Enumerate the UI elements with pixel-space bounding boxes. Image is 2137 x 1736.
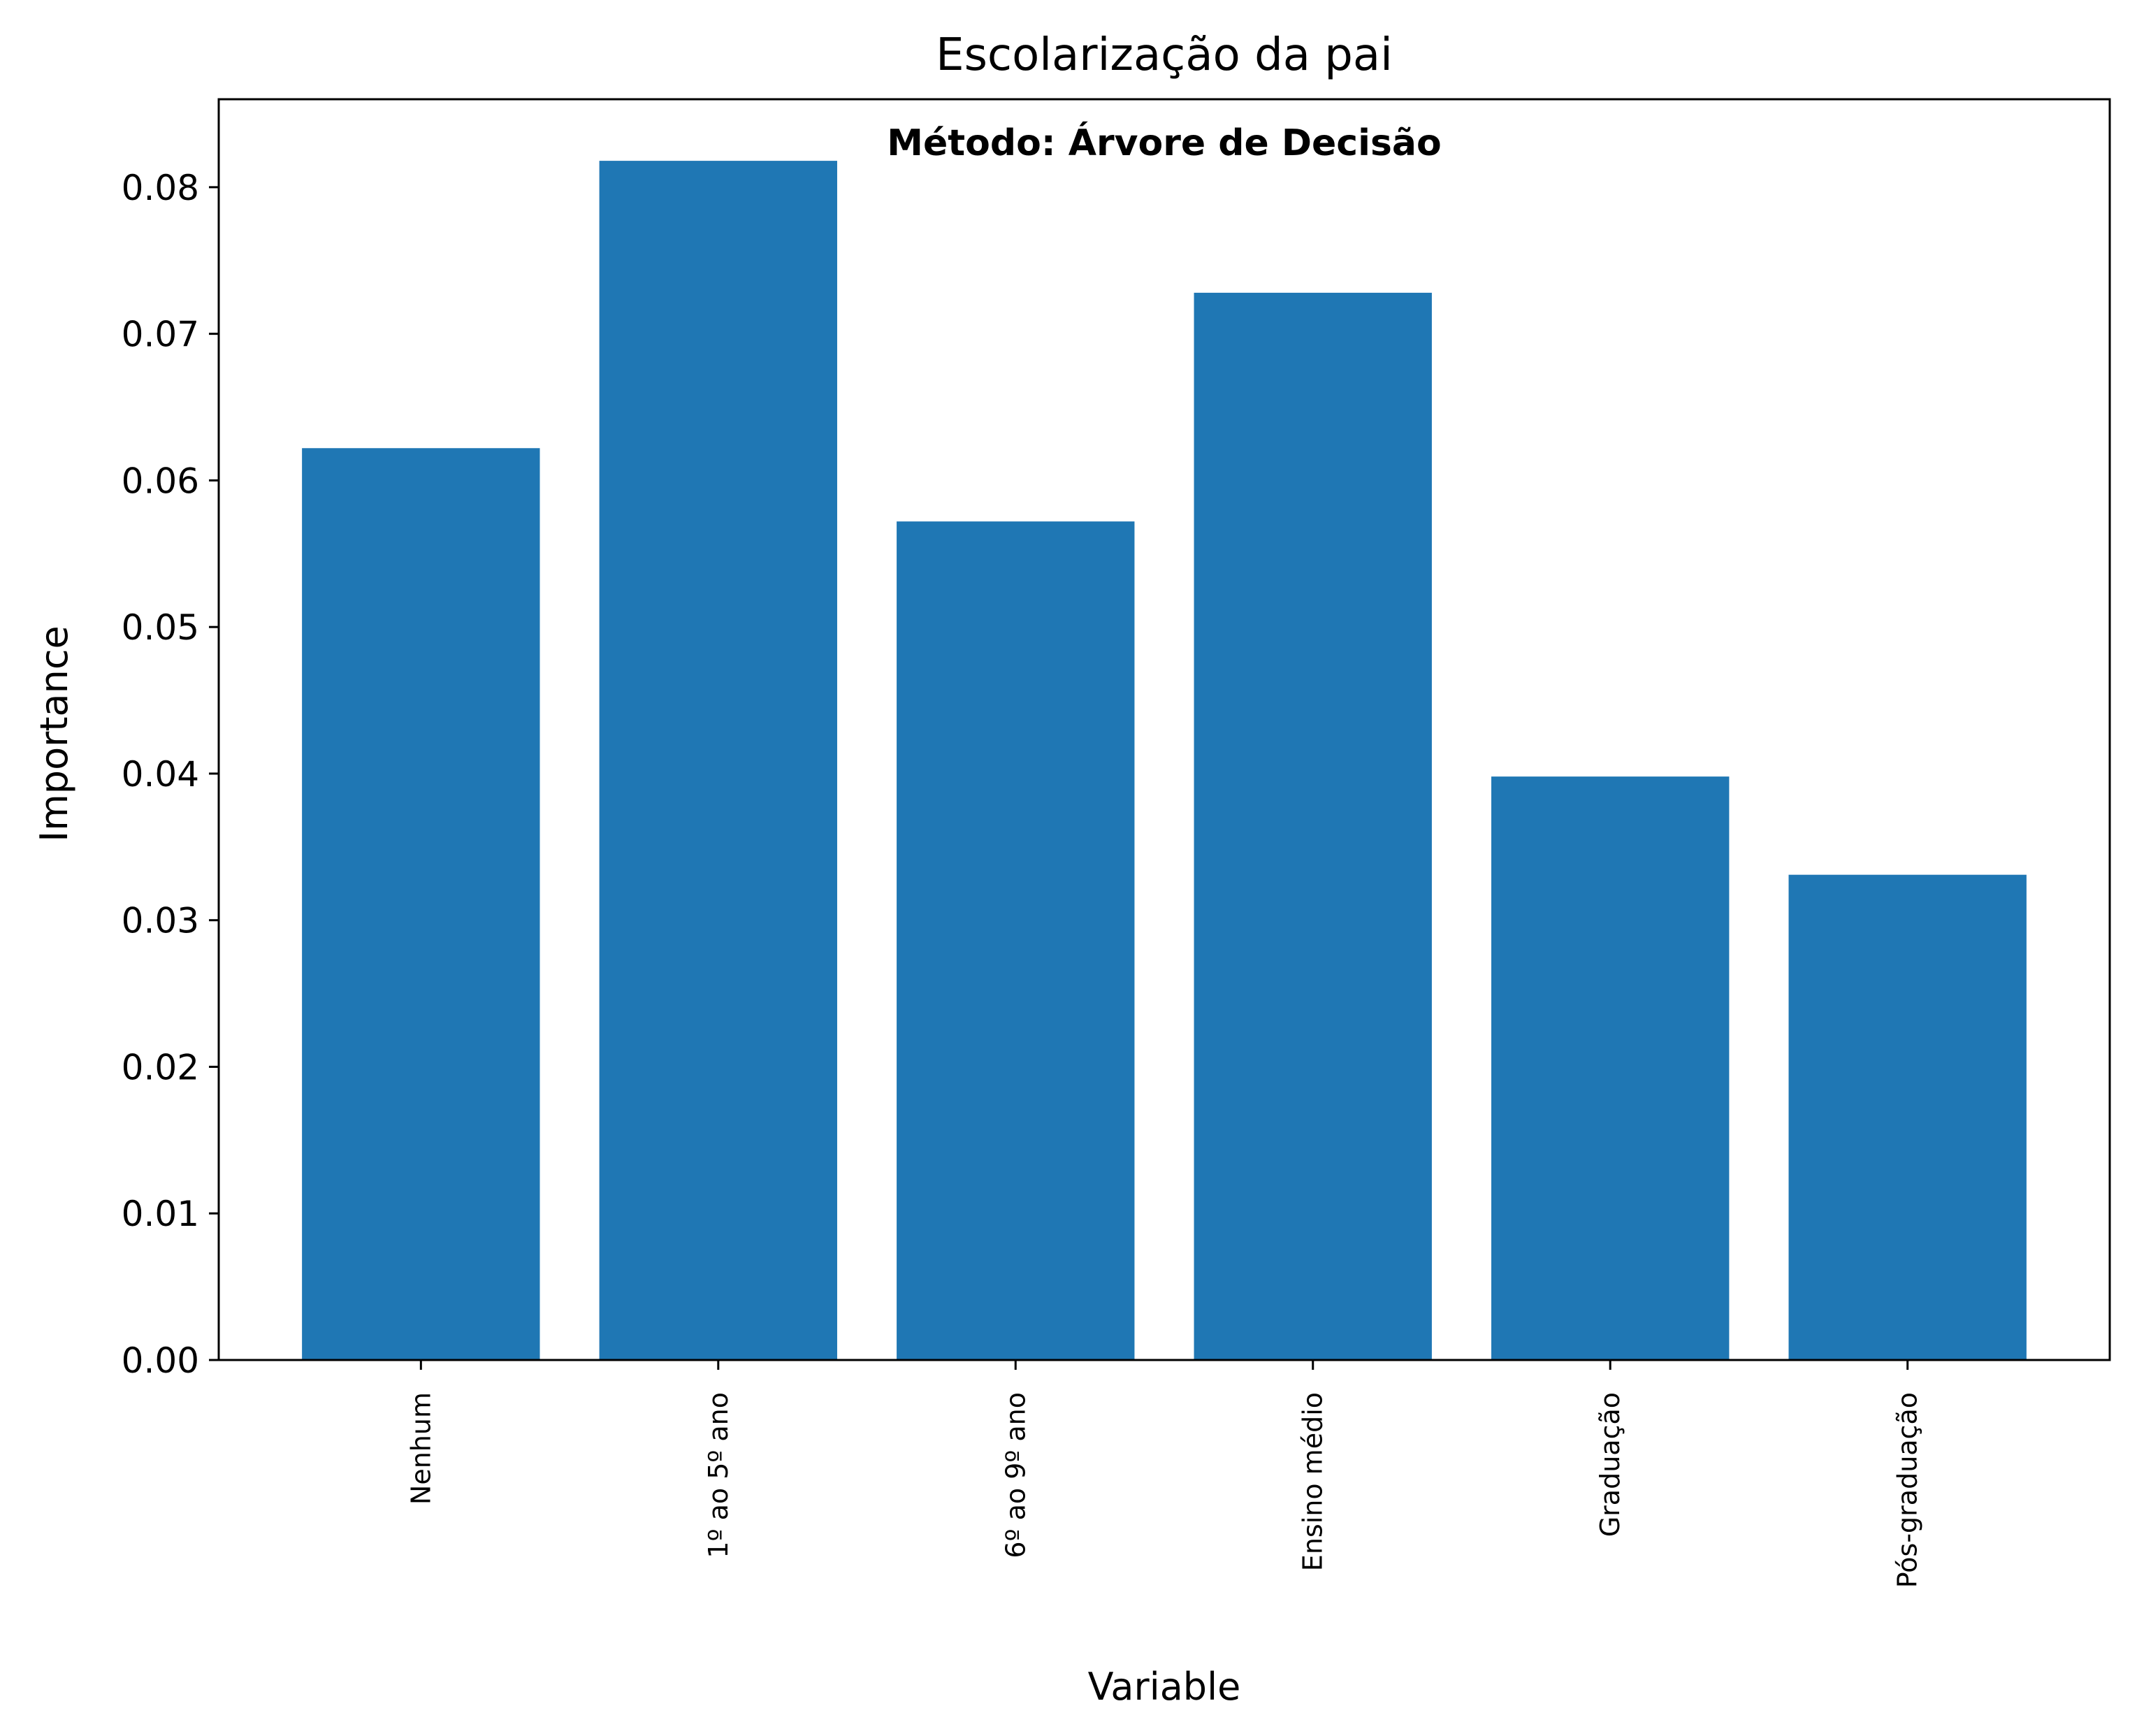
x-tick-label: Nenhum: [405, 1392, 436, 1505]
y-tick-label: 0.06: [122, 461, 199, 501]
bar-0: [302, 448, 540, 1360]
x-tick-label: Graduação: [1595, 1392, 1625, 1537]
x-axis: Nenhum 1º ao 5º ano 6º ao 9º ano Ensino méd…: [405, 1360, 1923, 1588]
y-axis-label: Importance: [32, 625, 76, 841]
x-tick-label: Ensino médio: [1298, 1392, 1328, 1571]
y-tick-label: 0.04: [122, 754, 199, 795]
y-tick-label: 0.03: [122, 901, 199, 941]
bar-5: [1788, 874, 2027, 1360]
y-tick-label: 0.08: [122, 168, 199, 208]
bar-2: [897, 521, 1135, 1360]
bar-4: [1491, 776, 1730, 1360]
y-tick-label: 0.01: [122, 1194, 199, 1234]
y-tick-label: 0.07: [122, 314, 199, 355]
bars-layer: [302, 161, 2027, 1361]
x-tick-label: 6º ao 9º ano: [1000, 1392, 1031, 1558]
chart-title: Escolarização da pai: [936, 29, 1393, 81]
y-axis: 0.00 0.01 0.02 0.03 0.04 0.05 0.06 0.07 0.08: [122, 168, 219, 1381]
y-tick-label: 0.00: [122, 1340, 199, 1381]
x-tick-label: 1º ao 5º ano: [703, 1392, 734, 1558]
bar-1: [599, 161, 837, 1361]
x-tick-label: Pós-graduação: [1892, 1392, 1923, 1588]
plot-frame: [217, 98, 2111, 1361]
y-tick-label: 0.05: [122, 607, 199, 648]
bar-3: [1194, 292, 1432, 1360]
chart-subtitle: Método: Árvore de Decisão: [887, 122, 1441, 164]
y-tick-label: 0.02: [122, 1047, 199, 1087]
x-axis-label: Variable: [1088, 1665, 1241, 1709]
